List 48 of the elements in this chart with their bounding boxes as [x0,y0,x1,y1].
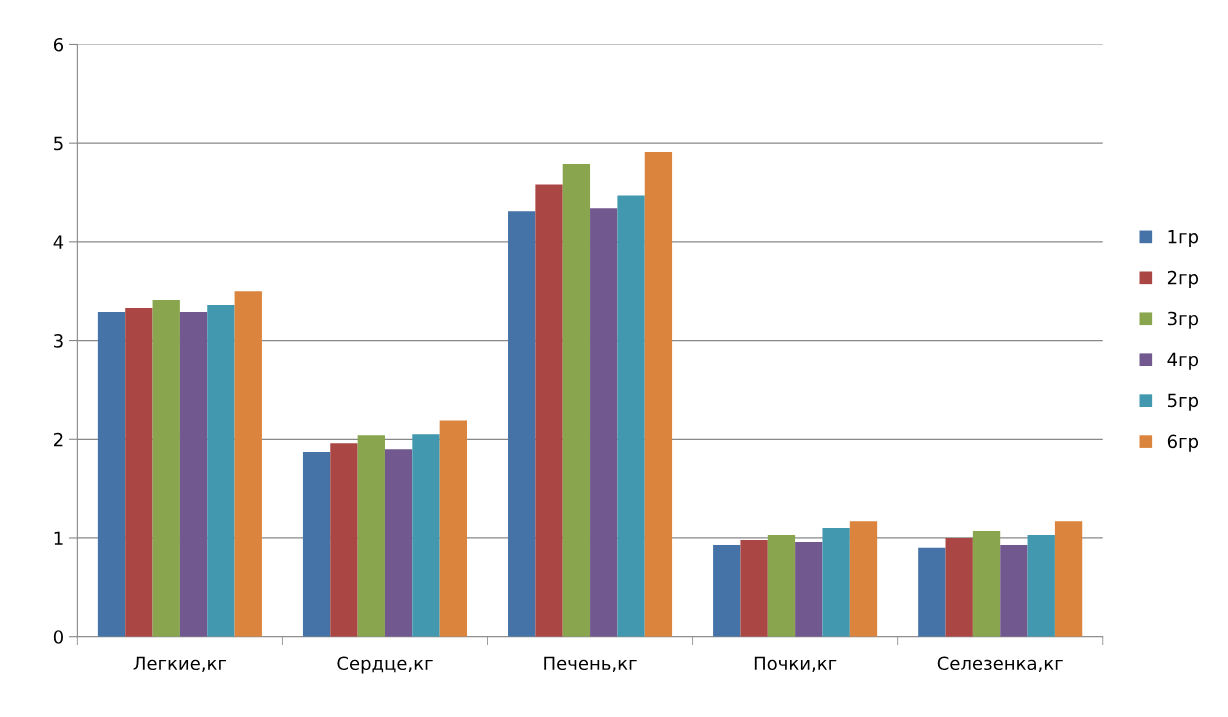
bar [302,452,331,637]
bar [234,291,262,637]
y-tick-label: 2 [54,432,63,447]
bar [617,195,645,637]
y-tick-label: 6 [53,37,64,52]
bar [822,528,850,637]
bar [384,449,413,637]
bar [97,311,126,637]
bar [125,308,153,637]
bar [1054,521,1083,637]
legend-label: 3гр [1167,311,1199,329]
bar [1000,544,1028,637]
y-tick-label: 1 [54,531,63,545]
bar [1027,535,1055,637]
bar [508,211,536,637]
legend-label: 4гр [1167,352,1199,370]
x-tick-label: Легкие,кг [133,656,227,672]
x-tick-label: Почки,кг [754,656,837,672]
y-tick-label: 5 [54,136,63,151]
y-tick-label: 4 [53,235,64,249]
y-tick-label: 0 [53,630,63,644]
legend-label: 5гр [1167,393,1199,411]
bar [330,443,358,637]
bar [179,311,208,637]
bar [713,544,741,637]
bar [972,531,1001,637]
y-tick-label: 3 [54,334,63,348]
legend-label: 1гр [1168,230,1199,247]
x-tick-label: Сердце,кг [337,656,433,674]
bar [439,420,468,637]
x-tick-label: Печень,кг [544,656,637,672]
bar [562,163,591,637]
bar [795,541,823,637]
bar [918,547,946,637]
legend-label: 2гр [1167,270,1199,288]
bar [412,434,440,637]
bar [945,537,973,637]
bar [740,539,768,637]
bar [152,300,180,637]
x-tick-label: Селезенка,кг [937,656,1063,672]
bar [644,152,673,637]
legend-label: 6гр [1167,434,1199,452]
bar [535,184,563,637]
bar [849,521,878,637]
bar [767,535,796,637]
bar [357,435,385,637]
bar [590,208,618,637]
bar [207,305,235,637]
